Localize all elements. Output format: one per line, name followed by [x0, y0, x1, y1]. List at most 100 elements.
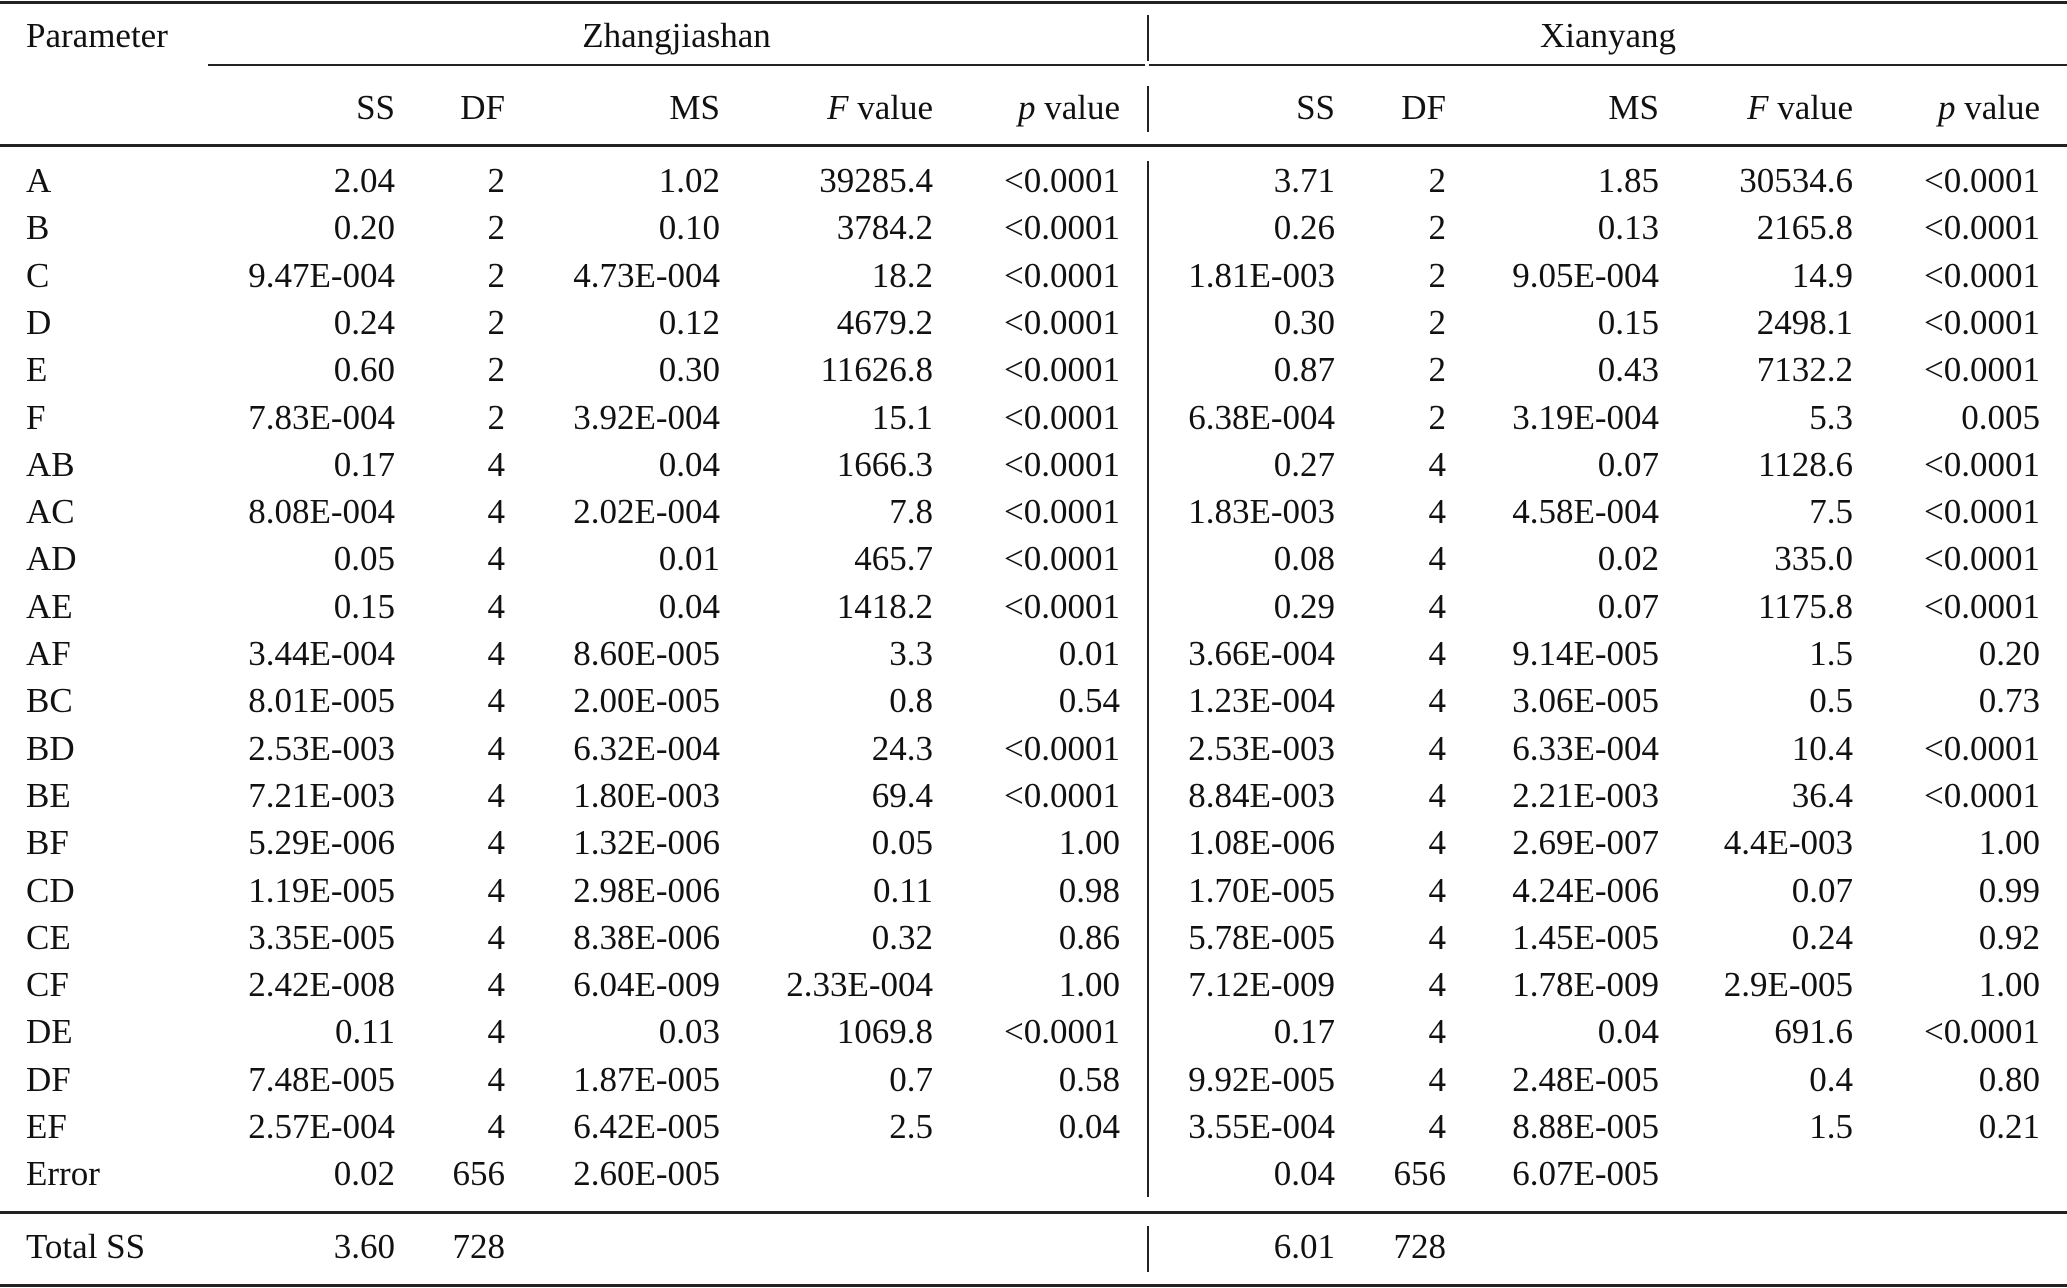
total-row-label: Total SS [26, 1227, 146, 1266]
cell-xianyang-p-value: 0.99 [1978, 870, 2040, 910]
cell-zhangjiashan-ms: 6.42E-005 [573, 1107, 720, 1146]
cell-xianyang-ss: 2.53E-003 [1188, 728, 1335, 768]
cell-zhangjiashan-f-value: 0.7 [889, 1059, 933, 1099]
cell-xianyang-f-value: 1.5 [1809, 634, 1853, 673]
cell-xianyang-df: 2 [1428, 350, 1447, 390]
cell-xianyang-ms: 9.14E-005 [1512, 634, 1659, 673]
cell-xianyang-f-value: 2.9E-005 [1723, 965, 1853, 1005]
cell-zhangjiashan-ss: 2.57E-004 [248, 1107, 395, 1146]
cell-zhangjiashan-f-value: 1666.3 [836, 444, 933, 484]
cell-zhangjiashan-f-value: 11626.8 [820, 350, 933, 390]
cell-zhangjiashan-ss: 2.53E-003 [248, 728, 395, 768]
cell-zhangjiashan-ss: 7.83E-004 [248, 397, 395, 437]
cell-zhangjiashan-p-value: <0.0001 [1004, 1012, 1120, 1052]
cell-xianyang-p-value: <0.0001 [1924, 492, 2040, 532]
cell-zhangjiashan-f-value: 4679.2 [836, 302, 933, 342]
cell-xianyang-df: 4 [1428, 728, 1447, 768]
cell-zhangjiashan-f-value: 69.4 [871, 775, 933, 815]
row-parameter: BD [26, 728, 75, 768]
cell-xianyang-f-value: 7132.2 [1756, 350, 1853, 390]
row-parameter: F [26, 397, 46, 437]
cell-xianyang-p-value: <0.0001 [1924, 302, 2040, 342]
cell-xianyang-ss: 3.55E-004 [1188, 1107, 1335, 1146]
row-parameter: Error [26, 1154, 100, 1194]
cell-zhangjiashan-df: 4 [487, 1107, 506, 1146]
cell-zhangjiashan-f-value: 39285.4 [819, 161, 933, 200]
cell-xianyang-f-value: 14.9 [1791, 255, 1853, 295]
cell-xianyang-ms: 2.69E-007 [1512, 823, 1659, 863]
cell-zhangjiashan-ms: 1.32E-006 [573, 823, 720, 863]
cell-zhangjiashan-df: 2 [487, 255, 506, 295]
cell-xianyang-df: 4 [1428, 492, 1447, 532]
cell-zhangjiashan-ms: 3.92E-004 [573, 397, 720, 437]
row-parameter: E [26, 350, 48, 390]
cell-xianyang-p-value: <0.0001 [1924, 161, 2040, 200]
total-xianyang-df: 728 [1393, 1227, 1447, 1266]
cell-zhangjiashan-ms: 2.98E-006 [573, 870, 720, 910]
cell-zhangjiashan-p-value: <0.0001 [1004, 444, 1120, 484]
cell-zhangjiashan-ms: 0.03 [658, 1012, 720, 1052]
cell-zhangjiashan-ss: 2.42E-008 [248, 965, 395, 1005]
cell-zhangjiashan-ms: 8.60E-005 [573, 634, 720, 673]
cell-xianyang-f-value: 1128.6 [1758, 444, 1853, 484]
cell-zhangjiashan-f-value: 1069.8 [836, 1012, 933, 1052]
column-header-symbol: p [1017, 88, 1036, 127]
cell-zhangjiashan-p-value: 0.98 [1058, 870, 1120, 910]
cell-xianyang-p-value: 0.21 [1978, 1107, 2040, 1146]
cell-zhangjiashan-df: 4 [487, 492, 506, 532]
cell-zhangjiashan-ms: 0.04 [658, 586, 720, 626]
cell-zhangjiashan-ss: 8.08E-004 [248, 492, 395, 532]
cell-xianyang-df: 2 [1428, 255, 1447, 295]
row-parameter: BC [26, 681, 73, 721]
cell-zhangjiashan-ss: 5.29E-006 [248, 823, 395, 863]
column-header-df-zhangjiashan: DF [460, 88, 505, 127]
cell-zhangjiashan-df: 4 [487, 634, 506, 673]
cell-zhangjiashan-ms: 0.01 [658, 539, 720, 579]
group-divider [1147, 161, 1149, 1197]
row-parameter: CE [26, 917, 71, 957]
cell-xianyang-f-value: 2498.1 [1756, 302, 1853, 342]
cell-zhangjiashan-f-value: 465.7 [854, 539, 933, 579]
cell-xianyang-ss: 0.08 [1273, 539, 1335, 579]
cell-xianyang-f-value: 335.0 [1774, 539, 1853, 579]
cell-zhangjiashan-df: 4 [487, 444, 506, 484]
cell-zhangjiashan-df: 4 [487, 870, 506, 910]
cell-xianyang-df: 4 [1428, 1012, 1447, 1052]
cell-zhangjiashan-ss: 3.44E-004 [248, 634, 395, 673]
cell-zhangjiashan-f-value: 2.5 [889, 1107, 933, 1146]
cell-xianyang-p-value: <0.0001 [1924, 444, 2040, 484]
cell-zhangjiashan-p-value: <0.0001 [1004, 302, 1120, 342]
cell-xianyang-ms: 0.07 [1597, 444, 1659, 484]
cell-xianyang-p-value: <0.0001 [1924, 255, 2040, 295]
cell-xianyang-f-value: 0.5 [1809, 681, 1853, 721]
cell-zhangjiashan-ss: 0.60 [333, 350, 395, 390]
row-parameter: CD [26, 870, 75, 910]
cell-zhangjiashan-p-value: <0.0001 [1004, 775, 1120, 815]
row-parameter: DE [26, 1012, 73, 1052]
cell-zhangjiashan-df: 2 [487, 208, 506, 248]
cell-xianyang-ss: 1.83E-003 [1188, 492, 1335, 532]
row-parameter: EF [26, 1107, 67, 1146]
cell-xianyang-p-value: 1.00 [1978, 823, 2040, 863]
group-divider [1147, 15, 1149, 61]
cell-zhangjiashan-ms: 6.32E-004 [573, 728, 720, 768]
row-parameter: AB [26, 444, 75, 484]
column-header-ms-zhangjiashan: MS [669, 88, 720, 127]
cell-zhangjiashan-p-value: <0.0001 [1004, 255, 1120, 295]
group-divider [1147, 86, 1149, 132]
cell-xianyang-ms: 6.07E-005 [1512, 1154, 1659, 1194]
parameter-header: Parameter [26, 16, 168, 55]
cell-xianyang-ss: 1.08E-006 [1188, 823, 1335, 863]
cell-xianyang-ms: 6.33E-004 [1512, 728, 1659, 768]
cell-zhangjiashan-ss: 0.11 [335, 1012, 395, 1052]
cell-xianyang-df: 2 [1428, 302, 1447, 342]
cell-xianyang-f-value: 1.5 [1809, 1107, 1853, 1146]
cell-zhangjiashan-p-value: 0.58 [1058, 1059, 1120, 1099]
cell-zhangjiashan-ss: 1.19E-005 [248, 870, 395, 910]
column-header-f-value-zhangjiashan: F value [827, 88, 933, 127]
cell-zhangjiashan-f-value: 0.05 [871, 823, 933, 863]
column-header-f-value-xianyang: F value [1747, 88, 1853, 127]
column-header-symbol: F [1747, 88, 1769, 127]
cell-zhangjiashan-f-value: 2.33E-004 [786, 965, 933, 1005]
cell-zhangjiashan-ms: 0.30 [658, 350, 720, 390]
